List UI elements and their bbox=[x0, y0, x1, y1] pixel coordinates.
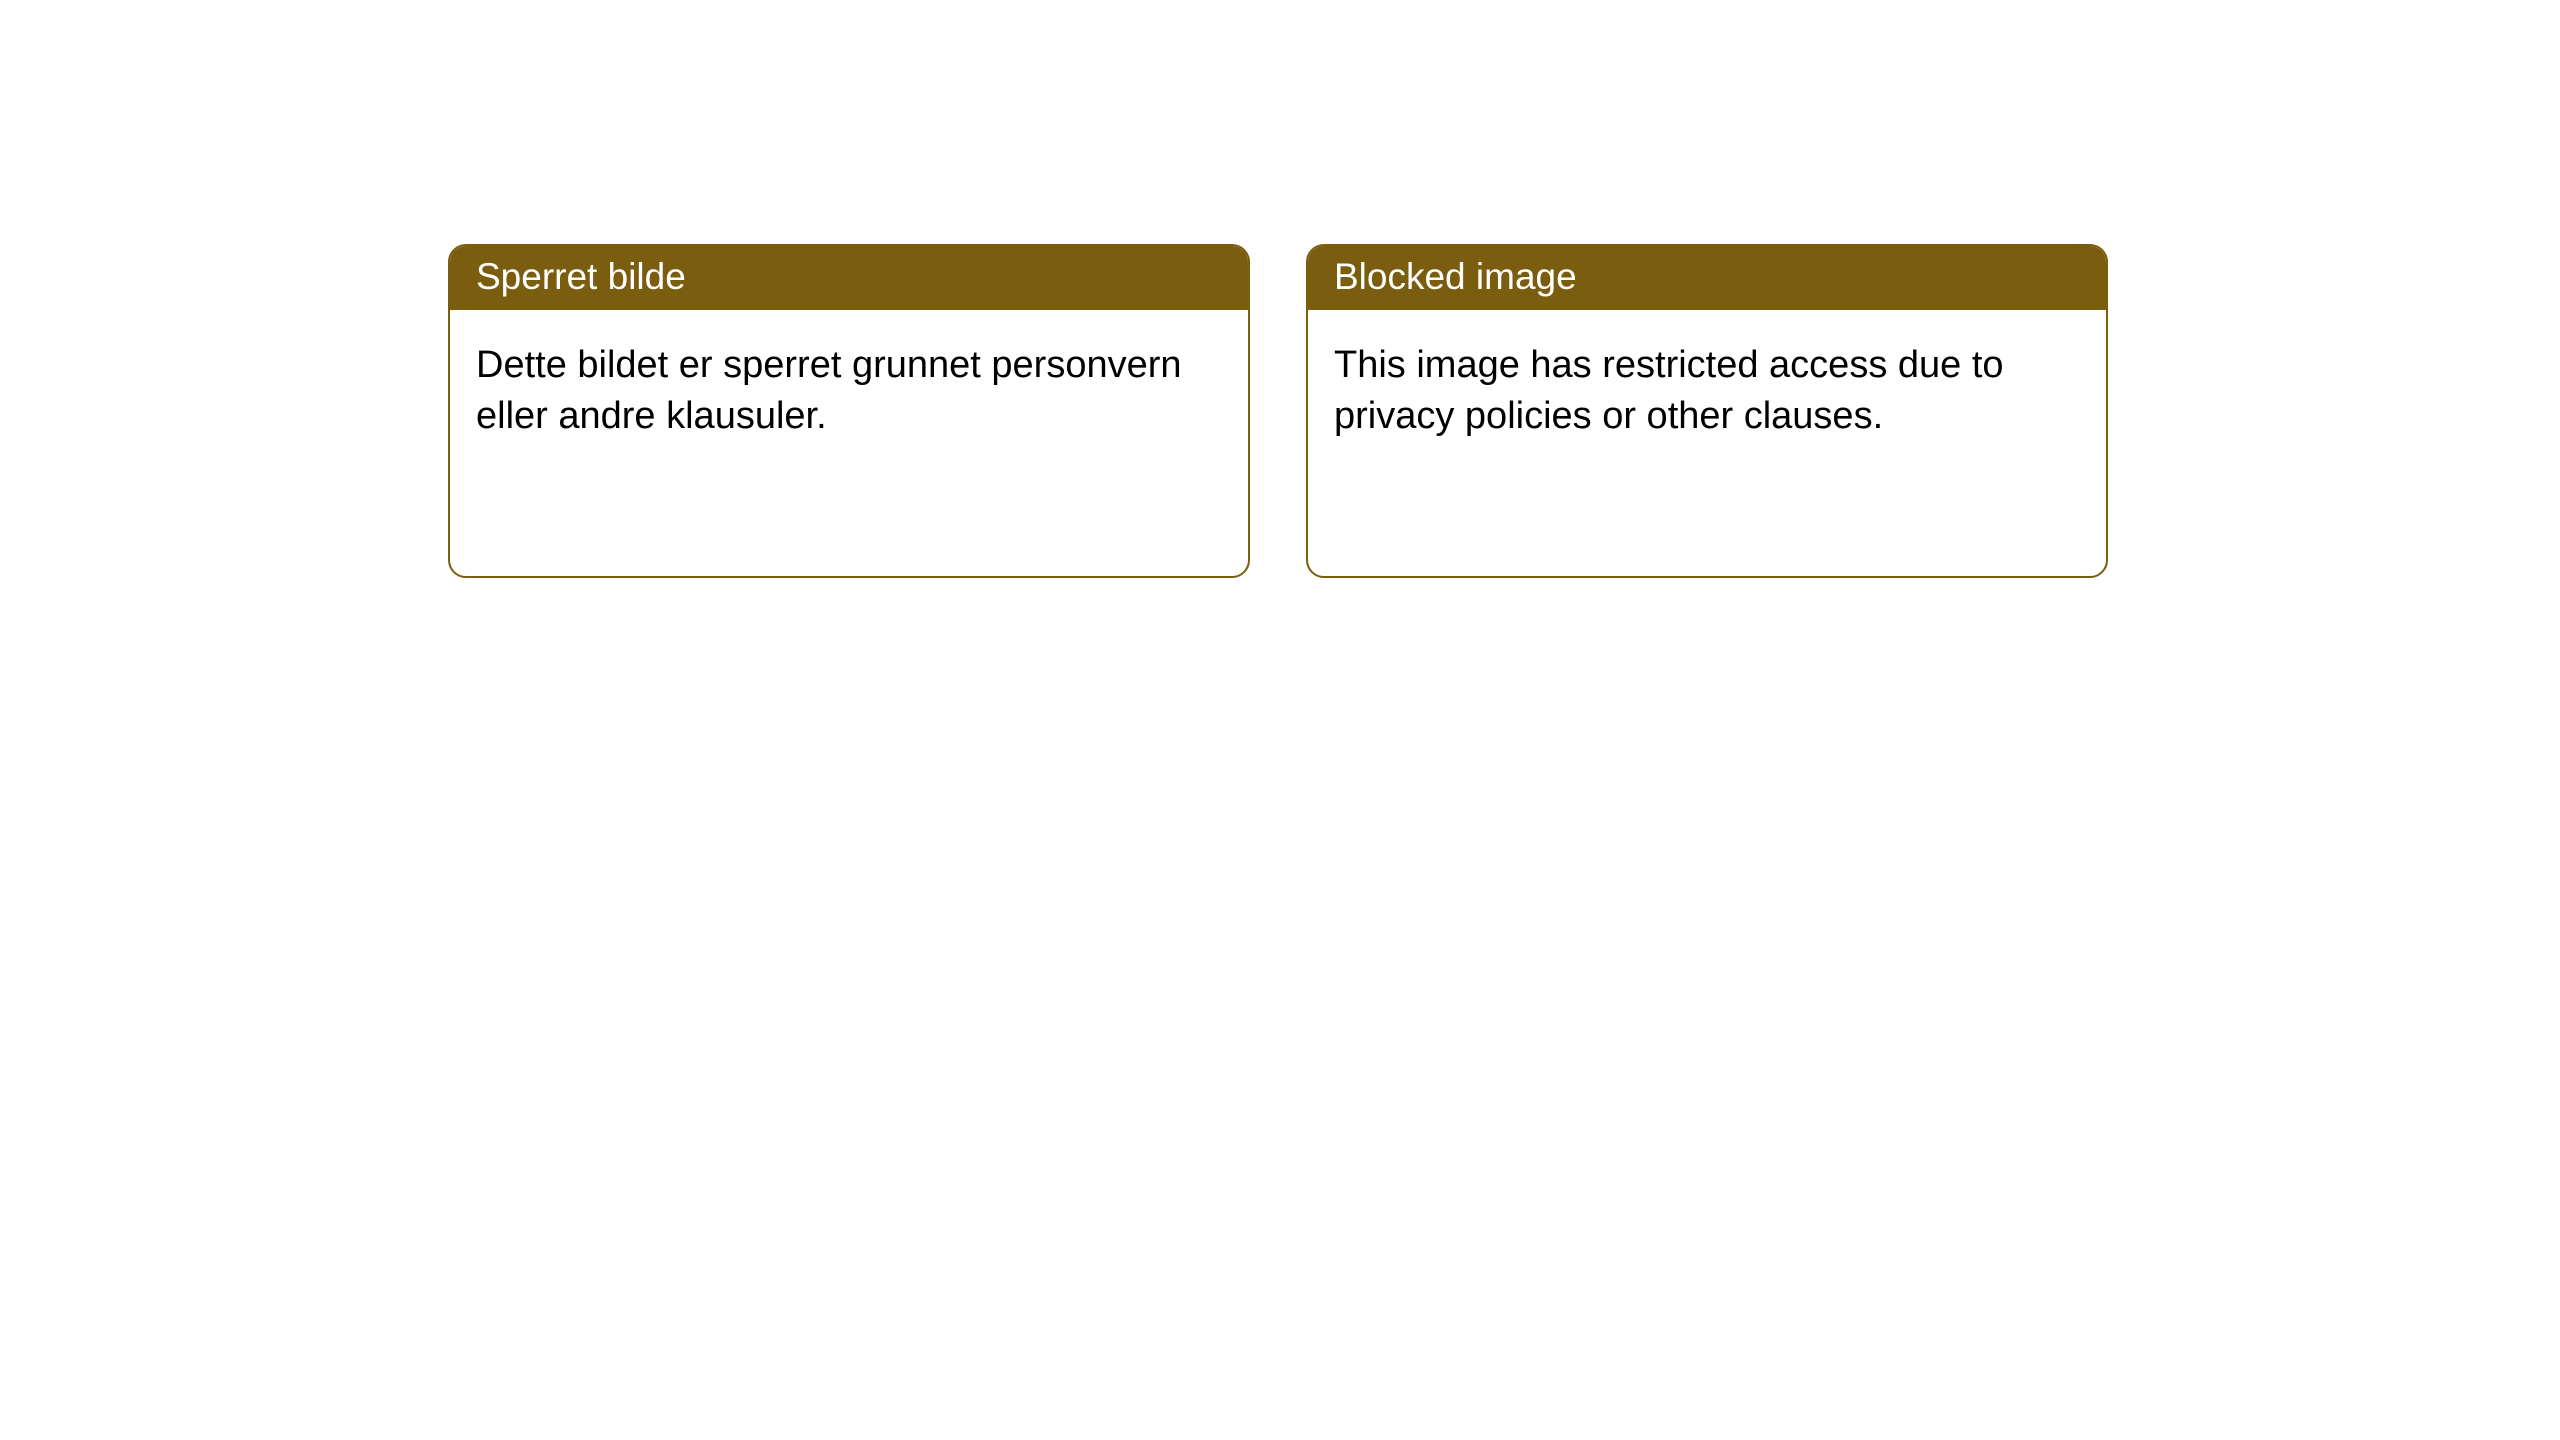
notice-container: Sperret bilde Dette bildet er sperret gr… bbox=[0, 0, 2560, 578]
card-message-english: This image has restricted access due to … bbox=[1334, 344, 2004, 437]
blocked-image-card-norwegian: Sperret bilde Dette bildet er sperret gr… bbox=[448, 244, 1250, 578]
card-header-english: Blocked image bbox=[1308, 246, 2106, 310]
card-title-norwegian: Sperret bilde bbox=[476, 256, 686, 297]
card-header-norwegian: Sperret bilde bbox=[450, 246, 1248, 310]
card-message-norwegian: Dette bildet er sperret grunnet personve… bbox=[476, 344, 1182, 437]
card-title-english: Blocked image bbox=[1334, 256, 1577, 297]
blocked-image-card-english: Blocked image This image has restricted … bbox=[1306, 244, 2108, 578]
card-body-norwegian: Dette bildet er sperret grunnet personve… bbox=[450, 310, 1248, 473]
card-body-english: This image has restricted access due to … bbox=[1308, 310, 2106, 473]
